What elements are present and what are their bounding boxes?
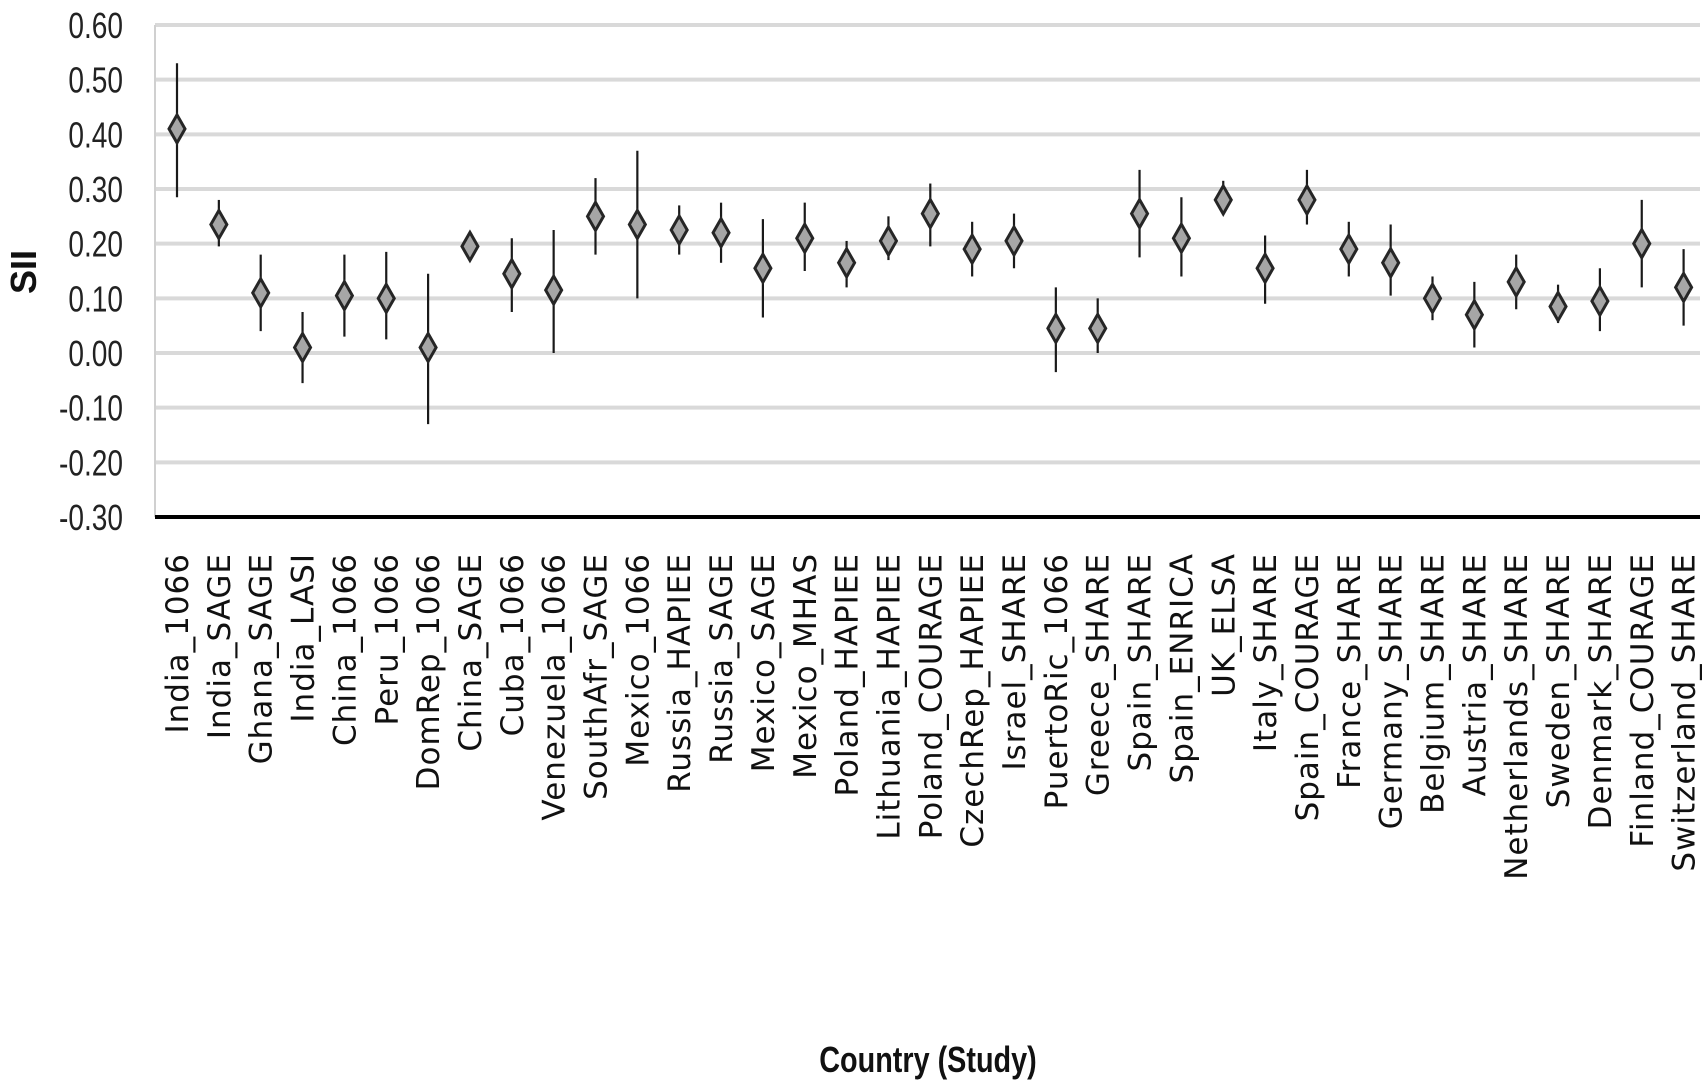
y-tick-label: 0.50 <box>68 60 123 100</box>
data-marker <box>334 278 355 313</box>
y-tick-label: -0.20 <box>59 443 123 483</box>
x-tick-label: Ghana_SAGE <box>244 553 280 764</box>
x-tick-label: CzechRep_HAPIEE <box>955 553 991 848</box>
data-marker <box>711 215 731 250</box>
x-tick-label: Mexico_1066 <box>620 553 656 767</box>
data-marker <box>209 207 229 242</box>
data-marker <box>1548 289 1568 324</box>
data-marker <box>1506 264 1526 299</box>
x-tick-label: Spain_ENRICA <box>1164 553 1200 783</box>
data-marker <box>1339 232 1359 267</box>
y-tick-label: 0.10 <box>68 279 123 319</box>
data-marker <box>1213 182 1233 217</box>
x-tick-label: India_1066 <box>160 553 196 733</box>
x-tick-label: Austria_SHARE <box>1457 553 1493 796</box>
x-tick-label: PuertoRic_1066 <box>1039 553 1075 809</box>
y-tick-label: 0.00 <box>68 334 123 374</box>
x-tick-label: SouthAfr_SAGE <box>579 553 615 800</box>
data-marker <box>920 196 941 231</box>
data-marker <box>1673 270 1694 305</box>
data-marker <box>460 229 480 264</box>
data-marker <box>962 232 982 267</box>
x-tick-label: Venezuela_1066 <box>537 553 573 821</box>
y-axis-title: SII <box>3 250 44 294</box>
data-marker <box>1380 245 1401 280</box>
x-tick-label: Russia_SAGE <box>704 553 740 764</box>
x-tick-label: Poland_HAPIEE <box>830 553 866 797</box>
x-tick-label: India_SAGE <box>202 553 238 739</box>
x-tick-label: Italy_SHARE <box>1248 553 1284 752</box>
data-marker <box>627 207 648 242</box>
x-tick-label: Greece_SHARE <box>1081 553 1117 796</box>
x-tick-label: Peru_1066 <box>369 553 405 725</box>
data-marker <box>1255 251 1275 286</box>
data-marker <box>1046 311 1066 346</box>
data-marker <box>1129 196 1150 231</box>
x-tick-label: Denmark_SHARE <box>1583 553 1619 829</box>
x-tick-labels: India_1066 India_SAGE Ghana_SAGE India_LASI… <box>160 553 1703 880</box>
x-tick-label: Poland_COURAGE <box>913 553 949 839</box>
x-tick-label: Spain_SHARE <box>1123 553 1159 771</box>
x-tick-label: China_1066 <box>327 553 363 746</box>
x-tick-label: Finland_COURAGE <box>1625 553 1661 848</box>
data-marker <box>250 275 271 310</box>
x-tick-label: Mexico_SAGE <box>746 553 782 772</box>
data-marker <box>418 330 438 365</box>
data-marker <box>1171 221 1192 256</box>
y-tick-label: -0.10 <box>59 388 123 428</box>
x-tick-label: Mexico_MHAS <box>788 553 824 779</box>
data-marker <box>543 273 564 308</box>
x-tick-label: Belgium_SHARE <box>1416 553 1452 814</box>
data-marker <box>1464 297 1485 332</box>
x-tick-label: China_SAGE <box>453 553 489 752</box>
data-marker <box>1590 284 1610 319</box>
x-tick-label: Cuba_1066 <box>495 553 531 736</box>
data-marker <box>669 212 689 248</box>
data-marker <box>376 281 396 316</box>
y-tick-label: 0.20 <box>68 224 123 264</box>
gridlines <box>155 23 1700 465</box>
x-tick-label: Germany_SHARE <box>1374 553 1410 829</box>
data-marker <box>753 251 773 286</box>
y-tick-label: 0.40 <box>68 115 123 155</box>
x-tick-label: Israel_SHARE <box>997 553 1033 771</box>
x-tick-label: Netherlands_SHARE <box>1499 553 1535 880</box>
data-marker <box>795 221 815 256</box>
y-tick-labels: 0.60 0.50 0.40 0.30 0.20 0.10 0.00 -0.10 -0.20 -0… <box>59 6 123 538</box>
y-tick-label: -0.30 <box>59 498 123 538</box>
x-tick-label: Lithuania_HAPIEE <box>871 553 907 840</box>
x-tick-label: UK_ELSA <box>1206 553 1242 697</box>
x-tick-label: India_LASI <box>286 553 322 723</box>
x-tick-label: DomRep_1066 <box>411 553 447 790</box>
x-tick-label: France_SHARE <box>1332 553 1368 789</box>
data-marker <box>1297 182 1317 217</box>
x-tick-label: Spain_COURAGE <box>1290 553 1326 821</box>
x-tick-label: Russia_HAPIEE <box>662 553 698 793</box>
data-marker <box>1087 311 1108 346</box>
data-markers <box>167 111 1694 365</box>
y-tick-label: 0.60 <box>68 6 123 46</box>
data-marker <box>836 245 857 280</box>
data-marker <box>167 111 187 146</box>
data-marker <box>1632 226 1652 261</box>
x-tick-label: Sweden_SHARE <box>1541 553 1577 808</box>
data-marker <box>502 256 522 291</box>
data-marker <box>878 223 899 258</box>
x-axis-title: Country (Study) <box>819 1039 1036 1080</box>
data-marker <box>292 330 313 365</box>
x-tick-label: Switzerland_SHARE <box>1667 553 1703 872</box>
data-marker <box>585 199 606 234</box>
data-marker <box>1422 281 1443 316</box>
y-tick-label: 0.30 <box>68 170 123 210</box>
data-marker <box>1004 223 1024 258</box>
